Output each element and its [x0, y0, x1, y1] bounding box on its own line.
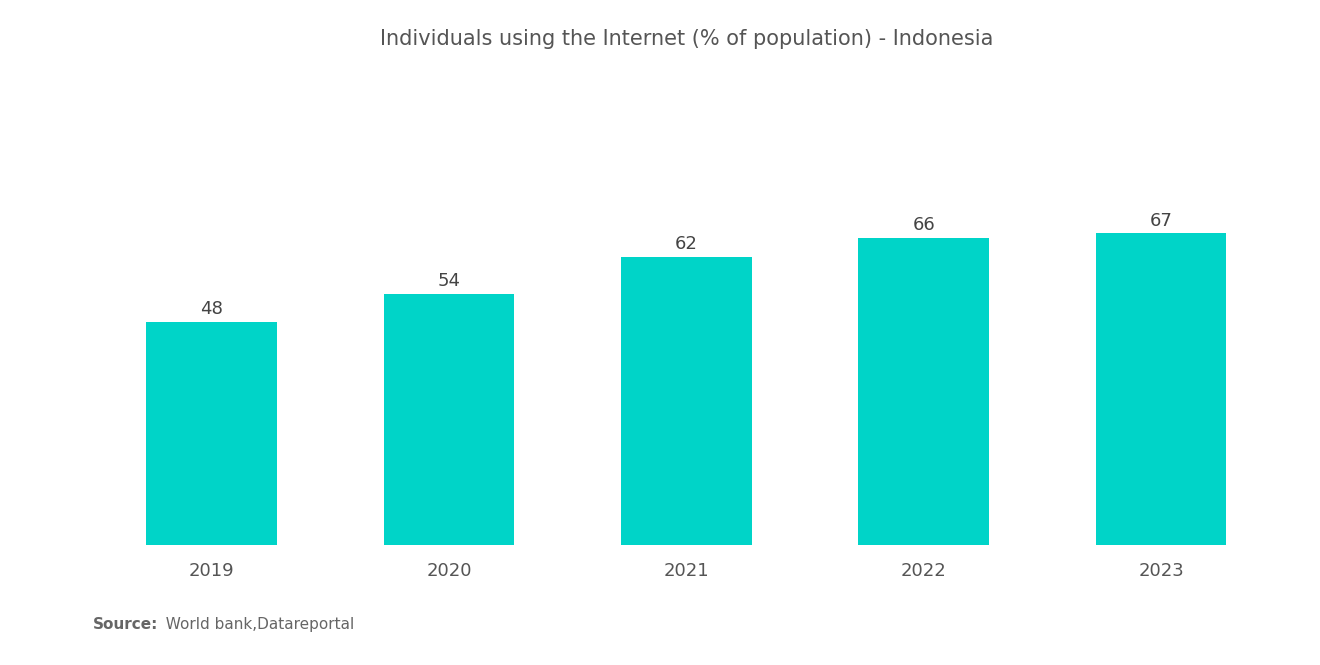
- Bar: [858, 238, 989, 545]
- Bar: [1096, 233, 1226, 545]
- Text: 67: 67: [1150, 211, 1172, 229]
- Text: 48: 48: [201, 300, 223, 318]
- Bar: [622, 257, 751, 545]
- Bar: [384, 294, 515, 545]
- Text: 66: 66: [912, 216, 935, 234]
- Text: Source:: Source:: [92, 616, 158, 632]
- Text: World bank,Datareportal: World bank,Datareportal: [156, 616, 354, 632]
- Text: 62: 62: [675, 235, 698, 253]
- Bar: [147, 322, 277, 545]
- Title: Individuals using the Internet (% of population) - Indonesia: Individuals using the Internet (% of pop…: [380, 29, 993, 49]
- Text: 54: 54: [437, 272, 461, 290]
